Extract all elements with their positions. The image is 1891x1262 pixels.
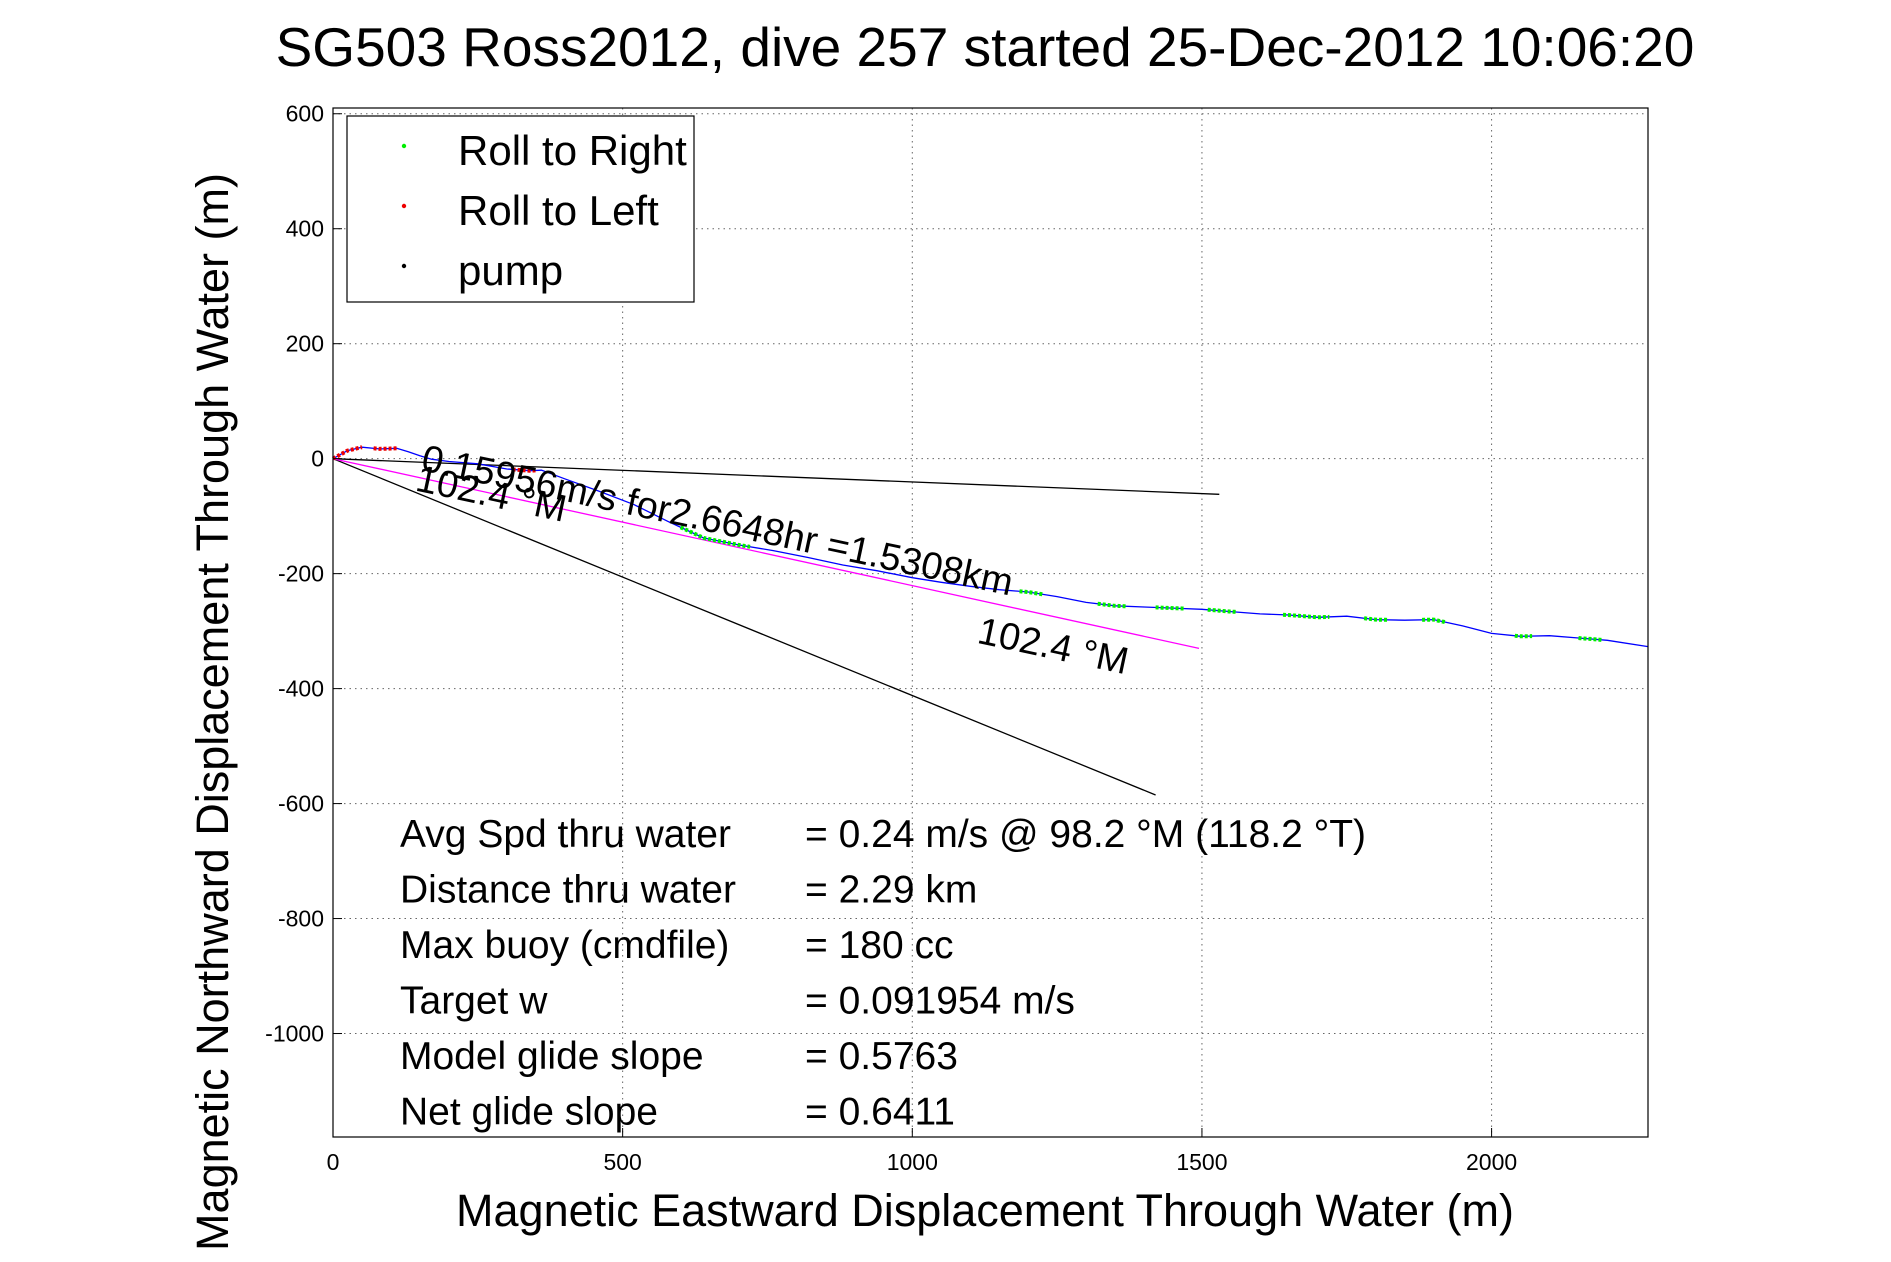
stat-label: Distance thru water bbox=[400, 869, 736, 912]
roll-right-segment bbox=[1019, 589, 1043, 597]
axis-ticks: 0 500 1000 1500 20006004002000-200-400-600-8… bbox=[265, 101, 1517, 1175]
legend: Roll to Right Roll to Left pump bbox=[346, 115, 695, 303]
x-tick-label: 1000 bbox=[887, 1149, 938, 1175]
y-tick-label: -600 bbox=[278, 791, 324, 817]
stat-value: = 2.29 km bbox=[805, 869, 977, 912]
stat-value: = 0.24 m/s @ 98.2 °M (118.2 °T) bbox=[805, 813, 1366, 856]
heading-reference-line bbox=[332, 458, 1200, 650]
stat-label: Target w bbox=[400, 980, 548, 1023]
y-tick-label: 0 bbox=[311, 446, 324, 472]
legend-label: pump bbox=[458, 247, 563, 294]
stat-label: Avg Spd thru water bbox=[400, 813, 731, 856]
roll-left-segment bbox=[373, 446, 397, 451]
roll-right-segment bbox=[1363, 616, 1388, 622]
roll-right-segment bbox=[1282, 612, 1330, 620]
stat-label: Net glide slope bbox=[400, 1091, 658, 1134]
stat-label: Model glide slope bbox=[400, 1035, 704, 1078]
track-layer bbox=[331, 445, 1649, 648]
legend-marker bbox=[401, 203, 407, 209]
roll-left-segment bbox=[512, 467, 536, 473]
roll-left-segment bbox=[331, 445, 363, 461]
stats-block: Avg Spd thru water = 0.24 m/s @ 98.2 °M (… bbox=[400, 813, 1366, 1134]
stat-label: Max buoy (cmdfile) bbox=[400, 924, 729, 967]
plot-frame bbox=[332, 107, 1649, 1138]
stat-value: = 0.5763 bbox=[805, 1035, 958, 1078]
stat-value: = 0.091954 m/s bbox=[805, 980, 1075, 1023]
legend-marker bbox=[401, 143, 407, 149]
legend-label: Roll to Right bbox=[458, 127, 687, 174]
y-tick-label: 400 bbox=[286, 216, 324, 242]
heading-reference-line bbox=[332, 458, 1156, 796]
x-tick-label: 1500 bbox=[1176, 1149, 1227, 1175]
y-tick-label: -800 bbox=[278, 906, 324, 932]
y-tick-label: 600 bbox=[286, 101, 324, 127]
y-tick-label: 200 bbox=[286, 331, 324, 357]
x-tick-label: 2000 bbox=[1466, 1149, 1517, 1175]
x-tick-label: 500 bbox=[603, 1149, 641, 1175]
glider-track-line bbox=[332, 446, 1649, 648]
y-tick-label: -1000 bbox=[265, 1021, 324, 1047]
roll-right-segment bbox=[679, 525, 751, 549]
x-axis-label: Magnetic Eastward Displacement Through W… bbox=[456, 1185, 1514, 1236]
x-tick-label: 0 bbox=[327, 1149, 340, 1175]
roll-right-segment bbox=[1578, 636, 1602, 642]
roll-right-segment bbox=[1514, 633, 1533, 639]
chart-title: SG503 Ross2012, dive 257 started 25-Dec-… bbox=[276, 16, 1695, 78]
roll-right-segment bbox=[1421, 617, 1446, 625]
y-tick-label: -400 bbox=[278, 676, 324, 702]
legend-label: Roll to Left bbox=[458, 187, 659, 234]
legend-marker bbox=[401, 263, 407, 269]
stat-value: = 180 cc bbox=[805, 924, 954, 967]
y-axis-label: Magnetic Northward Displacement Through … bbox=[187, 173, 238, 1251]
stat-value: = 0.6411 bbox=[805, 1091, 955, 1134]
y-tick-label: -200 bbox=[278, 561, 324, 587]
